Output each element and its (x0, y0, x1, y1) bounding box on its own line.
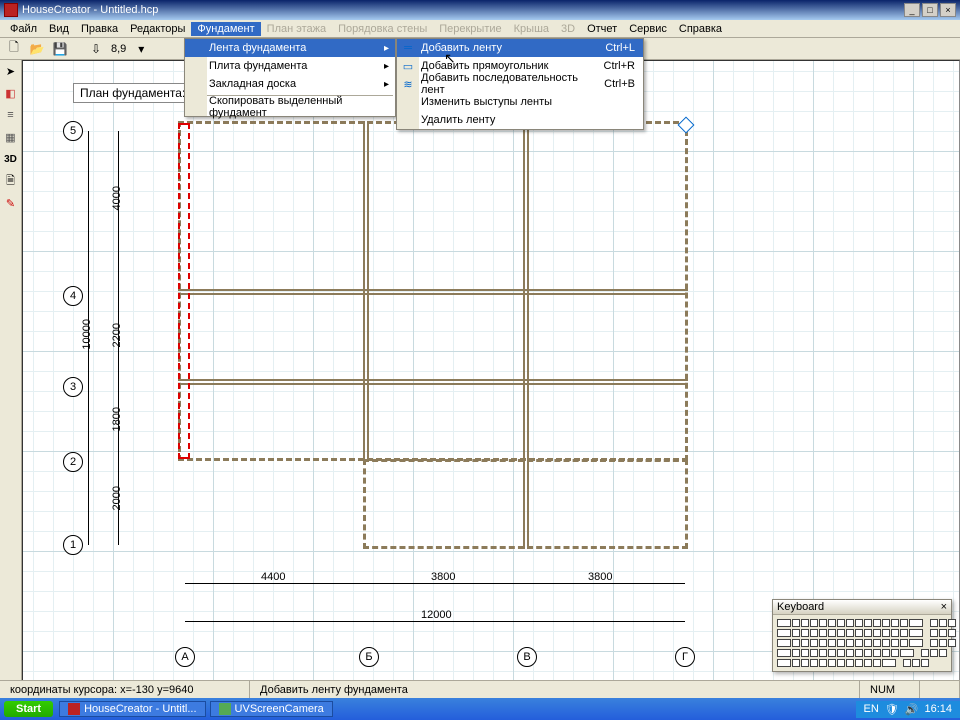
menu-embed-board[interactable]: Закладная доска (185, 75, 395, 93)
dim-4400: 4400 (261, 571, 285, 583)
minimize-button[interactable]: _ (904, 3, 920, 17)
menu-Справка[interactable]: Справка (673, 22, 728, 36)
submenu-add-sequence[interactable]: ≋Добавить последовательность лентCtrl+B (397, 75, 643, 93)
menu-Порядовка стены[interactable]: Порядовка стены (332, 22, 433, 36)
dim-10000: 10000 (81, 319, 93, 350)
menu-strip-foundation[interactable]: Лента фундамента (185, 39, 395, 57)
menubar: ФайлВидПравкаРедакторыФундаментПлан этаж… (0, 20, 960, 38)
axis-B: Б (359, 647, 379, 667)
axis-A: А (175, 647, 195, 667)
tool2-icon[interactable]: ≡ (2, 106, 20, 124)
dim-2000: 2000 (111, 486, 123, 510)
selected-strip[interactable] (178, 123, 190, 459)
dimline-v2 (88, 131, 89, 545)
menu-copy-selected[interactable]: Скопировать выделенный фундамент (185, 98, 395, 116)
keyboard-close-icon[interactable]: × (941, 601, 947, 613)
wall-h2 (178, 379, 688, 385)
dropdown-icon[interactable]: ▾ (131, 40, 151, 58)
menu-Фундамент[interactable]: Фундамент (191, 22, 260, 36)
dimline-h (185, 583, 685, 584)
keyboard-title: Keyboard (777, 601, 824, 613)
dim-1800: 1800 (111, 407, 123, 431)
axis-5: 5 (63, 121, 83, 141)
axis-4: 4 (63, 286, 83, 306)
dim-3800b: 3800 (588, 571, 612, 583)
seq-icon: ≋ (400, 77, 416, 91)
dimline-v (118, 131, 119, 545)
status-num: NUM (860, 681, 920, 698)
select-tool-icon[interactable]: ➤ (2, 62, 20, 80)
dimline-h2 (185, 621, 685, 622)
menu-Перекрытие[interactable]: Перекрытие (433, 22, 507, 36)
keyboard-window[interactable]: Keyboard × (772, 599, 952, 672)
dim-4000: 4000 (111, 186, 123, 210)
strip-icon: ═ (400, 41, 416, 55)
strip-submenu[interactable]: ═Добавить лентуCtrl+L ▭Добавить прямоуго… (396, 38, 644, 130)
menu-Сервис[interactable]: Сервис (623, 22, 673, 36)
tool3-icon[interactable]: ▦ (2, 128, 20, 146)
dim-3800a: 3800 (431, 571, 455, 583)
tool5-icon[interactable]: ✎ (2, 194, 20, 212)
title-text: HouseCreator - Untitled.hcp (22, 4, 158, 16)
system-tray[interactable]: EN 🛡 🔊 16:14 (856, 701, 960, 718)
menu-Редакторы[interactable]: Редакторы (124, 22, 191, 36)
menu-3D[interactable]: 3D (555, 22, 581, 36)
tray-icon[interactable]: 🛡 (885, 703, 899, 716)
tool1-icon[interactable]: ◧ (2, 84, 20, 102)
axis-D: Г (675, 647, 695, 667)
left-toolbar: ➤ ◧ ≡ ▦ 3D 🗎 ✎ (0, 60, 22, 680)
clock: 16:14 (924, 703, 952, 715)
task-housecreator[interactable]: HouseCreator - Untitl... (59, 701, 205, 717)
taskbar: Start HouseCreator - Untitl... UVScreenC… (0, 698, 960, 720)
axis-1: 1 (63, 535, 83, 555)
status-hint: Добавить ленту фундамента (250, 681, 860, 698)
new-button[interactable]: 🗋 (4, 40, 24, 58)
wall-v2 (523, 121, 529, 549)
submenu-edit-projections[interactable]: Изменить выступы ленты (397, 93, 643, 111)
tool4-icon[interactable]: 🗎 (2, 172, 20, 190)
submenu-add-strip[interactable]: ═Добавить лентуCtrl+L (397, 39, 643, 57)
lang-indicator[interactable]: EN (864, 703, 879, 715)
app-icon (4, 3, 18, 17)
status-coords: координаты курсора: x=-130 y=9640 (0, 681, 250, 698)
close-button[interactable]: × (940, 3, 956, 17)
axis-2: 2 (63, 452, 83, 472)
foundation-menu[interactable]: Лента фундамента Плита фундамента Заклад… (184, 38, 396, 117)
menu-Крыша[interactable]: Крыша (508, 22, 555, 36)
status-bar: координаты курсора: x=-130 y=9640 Добави… (0, 680, 960, 698)
menu-Правка[interactable]: Правка (75, 22, 124, 36)
menu-Вид[interactable]: Вид (43, 22, 75, 36)
titlebar: HouseCreator - Untitled.hcp _ □ × (0, 0, 960, 20)
task-icon2 (219, 703, 231, 715)
submenu-delete-strip[interactable]: Удалить ленту (397, 111, 643, 129)
plan-label: План фундамента: (73, 83, 192, 103)
scale-label: 8,9 (109, 43, 128, 55)
save-button[interactable]: 💾 (50, 40, 70, 58)
wall-h1 (178, 289, 688, 295)
menu-Файл[interactable]: Файл (4, 22, 43, 36)
open-button[interactable]: 📂 (27, 40, 47, 58)
menu-Отчет[interactable]: Отчет (581, 22, 623, 36)
rect-icon: ▭ (400, 59, 416, 73)
menu-slab-foundation[interactable]: Плита фундамента (185, 57, 395, 75)
keyboard-keys (773, 615, 951, 671)
3d-label[interactable]: 3D (2, 150, 20, 168)
arrow-icon[interactable]: ⇩ (86, 40, 106, 58)
dim-2200: 2200 (111, 323, 123, 347)
maximize-button[interactable]: □ (922, 3, 938, 17)
axis-3: 3 (63, 377, 83, 397)
dim-12000: 12000 (421, 609, 452, 621)
menu-План этажа[interactable]: План этажа (261, 22, 332, 36)
tray-icon2[interactable]: 🔊 (905, 703, 919, 716)
task-icon (68, 703, 80, 715)
axis-C: В (517, 647, 537, 667)
start-button[interactable]: Start (4, 701, 53, 717)
task-uvscreen[interactable]: UVScreenCamera (210, 701, 333, 717)
